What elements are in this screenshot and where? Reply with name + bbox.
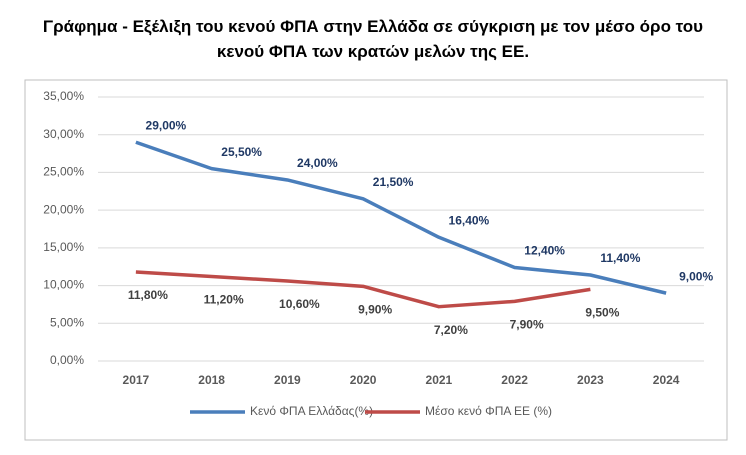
x-tick-label: 2017 — [123, 373, 150, 387]
data-label: 24,00% — [297, 156, 338, 170]
data-label: 16,40% — [449, 213, 490, 227]
y-tick-label: 5,00% — [50, 315, 84, 329]
y-tick-label: 30,00% — [43, 127, 84, 141]
data-label: 9,50% — [585, 306, 619, 320]
data-label: 11,20% — [204, 293, 244, 307]
y-tick-label: 0,00% — [50, 353, 84, 367]
data-label: 7,90% — [510, 318, 544, 332]
x-tick-label: 2024 — [653, 373, 680, 387]
data-label: 12,40% — [524, 244, 565, 258]
data-label: 25,50% — [221, 145, 262, 159]
x-tick-label: 2018 — [198, 373, 225, 387]
y-tick-label: 25,00% — [43, 165, 84, 179]
x-tick-label: 2022 — [501, 373, 528, 387]
legend-label: Κενό ΦΠΑ Ελλάδας(%) — [250, 404, 373, 418]
series-line — [135, 270, 591, 309]
data-label: 29,00% — [146, 118, 187, 132]
x-tick-label: 2021 — [426, 373, 453, 387]
data-label: 10,60% — [279, 297, 320, 311]
data-label: 7,20% — [434, 323, 468, 337]
data-label: 11,80% — [128, 288, 168, 302]
data-label: 9,90% — [358, 302, 392, 316]
x-tick-label: 2019 — [274, 373, 301, 387]
data-label: 11,40% — [600, 251, 640, 265]
legend-label: Μέσο κενό ΦΠΑ ΕΕ (%) — [425, 404, 552, 418]
data-label: 21,50% — [373, 175, 414, 189]
data-label: 9,00% — [679, 269, 713, 283]
y-tick-label: 15,00% — [43, 240, 84, 254]
x-tick-label: 2020 — [350, 373, 377, 387]
series-line — [135, 140, 667, 295]
chart-title: Γράφημα - Εξέλιξη του κενού ΦΠΑ στην Ελλ… — [42, 17, 704, 61]
y-tick-label: 35,00% — [43, 89, 84, 103]
y-tick-label: 20,00% — [43, 202, 84, 216]
y-tick-label: 10,00% — [43, 278, 84, 292]
chart-border — [24, 79, 728, 441]
x-tick-label: 2023 — [577, 373, 604, 387]
